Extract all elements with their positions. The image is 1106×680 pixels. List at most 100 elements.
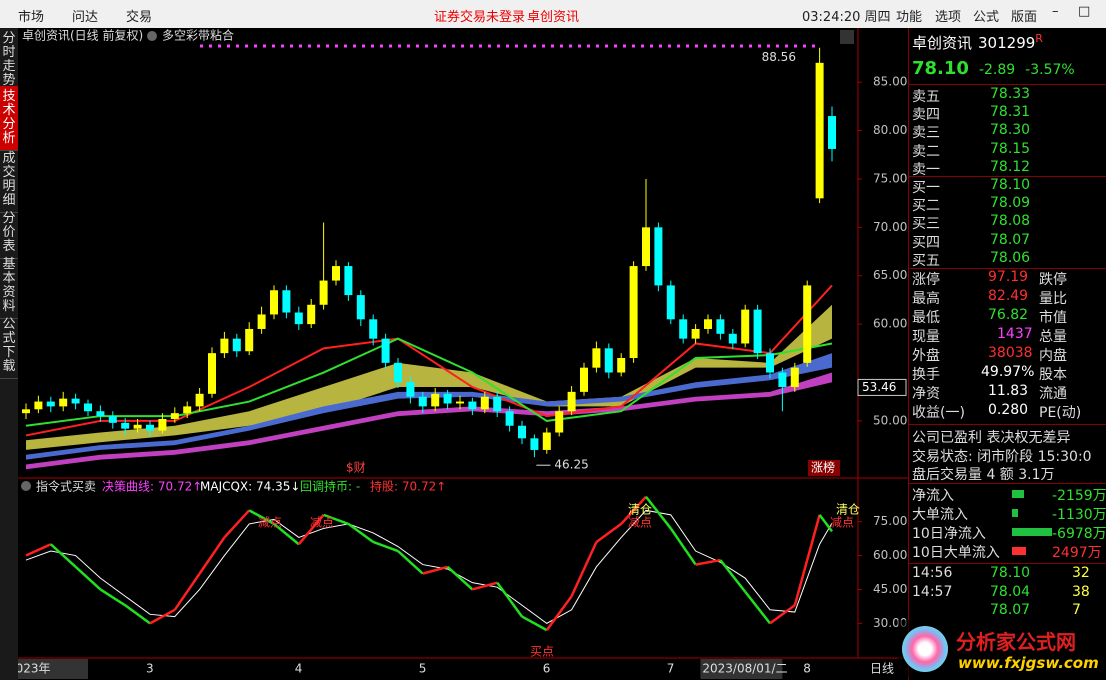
indicator-segment [496,581,524,618]
candle-body [394,362,402,383]
menu-item[interactable]: 交易 [126,10,153,25]
candle-body [195,393,204,407]
indicator-toggle[interactable] [147,31,157,41]
candle-body [815,62,824,199]
bid-label: 买三 [912,216,940,233]
candle-body [232,338,241,352]
candle-body [666,285,675,320]
stat-label: 现量 [912,329,940,345]
trade-price: 78.07 [990,602,1031,618]
x-tick-label: 2023/08/01/二 [702,662,787,676]
x-tick-label: 7 [667,662,675,676]
stock-name: 卓创资讯 [912,34,973,52]
y-tick-label: 70.00 [873,220,907,234]
menu-item[interactable]: 问达 [72,10,99,25]
indicator-segment [446,565,474,591]
candle-body [716,319,725,334]
candle-body [344,266,353,296]
side-tab[interactable]: 成交明细 [0,148,18,213]
clock: 03:24:20 周四 [802,10,891,25]
legend-entry: 回调持币: - [300,479,360,494]
trade-volume: 7 [1072,602,1081,618]
indicator-segment [124,604,151,625]
candle-body [406,382,415,397]
indicator-segment [422,565,448,575]
chart: 卓创资讯(日线 前复权) 多空彩带粘合 指令式买卖 85.00 80.00 75.0… [18,28,908,680]
tool[interactable]: 公式 [973,10,1000,25]
y-tick-label: 60.00 [873,317,907,331]
candle-body [282,290,291,313]
candle-body [59,398,68,407]
candle-body [654,227,663,286]
signal-label: 减点 [310,516,334,530]
maximize[interactable]: □ [1078,4,1091,19]
signal-label: 减点 [628,516,652,530]
stat-value: 76.82 [988,307,1029,323]
indicator-segment [472,581,498,591]
candle-body [493,396,502,412]
menu-item[interactable]: 市场 [18,10,45,25]
indicator-segment [273,522,300,546]
candle-body [332,266,340,281]
bid-price: 78.10 [990,177,1031,193]
candle-body [741,309,750,344]
indicator-segment [25,543,52,557]
candle-body [146,424,154,431]
candle-body [418,396,427,407]
x-tick-label: 6 [543,662,551,676]
candle-body [84,403,92,412]
y-tick-label: 45.00 [873,582,907,596]
ask-price: 78.33 [990,86,1031,102]
side-tab[interactable]: 分价表 [0,208,18,259]
indicator-toggle[interactable] [21,481,31,491]
ask-label: 卖二 [912,143,940,160]
candle-body [270,290,278,315]
tool[interactable]: 选项 [935,10,962,25]
candle-body [96,411,105,417]
low-label: 46.25 [554,458,588,472]
event-box [808,460,840,476]
stat-value: 1437 [997,326,1033,342]
indicator-segment [397,550,424,575]
bid-price: 78.06 [990,249,1031,266]
stat-label: 涨停 [912,272,940,288]
side-tab[interactable]: 公式下载 [0,314,18,379]
ask-price: 78.12 [990,158,1031,175]
cursor-date-box [18,659,88,679]
tool[interactable]: 功能 [896,10,923,25]
menu-bar: 市场 问达 交易 证券交易未登录 卓创资讯 03:24:20 周四 功能 选项 … [0,0,1106,28]
tool[interactable]: 版面 [1011,10,1038,25]
stat-label: 股本 [1039,367,1067,383]
indicator-segment [545,595,573,631]
candle-body [257,314,266,329]
ask-price: 78.31 [990,104,1031,121]
trade-volume: 38 [1072,583,1090,600]
change: -2.89 [978,62,1016,78]
panel-button[interactable] [840,30,854,44]
price-row: 78.10 -2.89 -3.57% [912,58,1075,79]
candle-body [294,312,303,325]
indicator-segment [74,565,102,591]
side-tab[interactable]: 基本资料 [0,254,18,319]
divider [909,483,1106,484]
indicator-segment [99,588,126,607]
indicator-segment [323,513,349,526]
candle-body [158,418,167,431]
stat-label: 外盘 [912,348,940,364]
side-tab[interactable]: 技术分析 [0,86,18,151]
candle-body [604,348,613,373]
stat-label: 换手 [912,367,940,383]
login-status[interactable]: 证券交易未登录 [434,10,526,25]
flow-value: -1130万 [1052,507,1106,523]
trade-time: 14:57 [912,583,953,600]
candle-body [245,328,254,352]
info-text: 盘后交易量 4 额 3.1万 [912,467,1055,483]
side-tab[interactable]: 分时走势 [0,28,18,93]
trade-time: 14:56 [912,565,953,581]
indicator-segment [223,509,251,539]
high-label: 88.56 [762,50,796,64]
stock-link[interactable]: 卓创资讯 [527,10,580,25]
candle-body [133,424,142,429]
candle-body [766,353,774,373]
minimize[interactable]: – [1052,4,1059,19]
